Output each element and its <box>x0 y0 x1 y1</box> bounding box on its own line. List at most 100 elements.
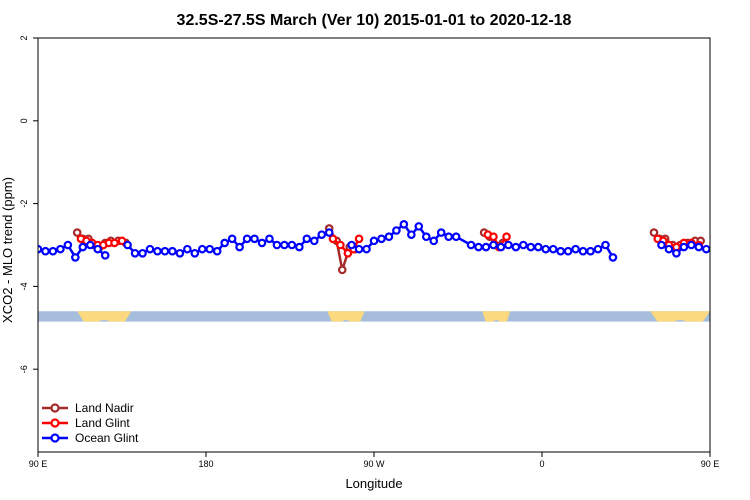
data-point <box>175 248 185 258</box>
data-point <box>302 234 312 244</box>
data-point <box>93 244 103 254</box>
data-point <box>168 246 177 256</box>
data-point <box>502 232 511 242</box>
legend-item: Ocean Glint <box>42 431 139 445</box>
data-point <box>679 242 689 252</box>
data-point <box>336 240 345 250</box>
data-point <box>56 244 65 254</box>
data-point <box>672 248 681 258</box>
data-point <box>362 244 371 254</box>
data-point <box>309 236 319 246</box>
data-point <box>153 246 162 256</box>
data-point <box>414 222 424 231</box>
data-point <box>563 246 573 256</box>
legend-marker <box>50 418 60 428</box>
data-point <box>608 253 618 262</box>
data-point <box>227 234 237 244</box>
data-point <box>337 265 347 275</box>
data-point <box>205 244 215 254</box>
data-point <box>343 248 353 258</box>
data-point <box>138 248 147 258</box>
data-point <box>369 236 379 246</box>
data-point <box>183 244 192 254</box>
legend-label: Ocean Glint <box>75 431 139 445</box>
data-point <box>489 240 498 250</box>
data-point <box>272 240 282 250</box>
data-point <box>664 244 674 254</box>
data-point <box>295 242 304 252</box>
legend-marker <box>50 403 60 413</box>
data-point <box>242 234 252 244</box>
data-point <box>235 242 244 252</box>
data-point <box>519 240 528 250</box>
data-point <box>586 246 595 256</box>
data-point <box>324 228 334 237</box>
land-segment-4 <box>650 311 710 322</box>
legend-marker <box>50 433 60 443</box>
data-point <box>63 240 73 250</box>
data-point <box>197 244 207 254</box>
data-point <box>496 242 506 252</box>
data-point <box>421 232 431 242</box>
data-point <box>556 246 565 256</box>
data-point <box>526 242 536 252</box>
data-point <box>489 232 498 242</box>
land-segment-3 <box>482 311 511 322</box>
data-point <box>85 240 95 250</box>
data-point <box>694 242 704 252</box>
data-point <box>190 248 200 258</box>
data-point <box>649 228 659 237</box>
data-point <box>160 246 170 256</box>
data-point <box>429 236 439 246</box>
data-point <box>48 246 58 256</box>
x-tick-label: 90 E <box>29 459 48 469</box>
data-point <box>354 234 364 244</box>
y-tick-label: -4 <box>19 282 29 290</box>
data-point <box>287 240 297 250</box>
land-segment-2 <box>327 311 365 322</box>
data-point <box>377 234 386 244</box>
y-tick-label: -2 <box>19 200 29 208</box>
land-ocean-band <box>38 311 710 322</box>
x-tick-label: 90 E <box>701 459 720 469</box>
chart-title: 32.5S-27.5S March (Ver 10) 2015-01-01 to… <box>177 12 572 29</box>
data-point <box>474 242 483 252</box>
data-point <box>593 244 603 254</box>
data-point <box>657 240 666 250</box>
data-point <box>571 244 580 254</box>
data-point <box>328 234 338 244</box>
legend-label: Land Glint <box>75 416 130 430</box>
land-segment-1 <box>77 311 132 322</box>
data-point <box>220 238 229 248</box>
data-point <box>265 234 274 244</box>
x-tick-label: 180 <box>198 459 213 469</box>
data-point <box>257 238 267 248</box>
data-point <box>444 232 453 242</box>
series-layer <box>38 220 710 275</box>
data-point <box>399 220 409 229</box>
data-point <box>709 247 710 252</box>
data-point <box>384 232 394 242</box>
data-point <box>511 242 521 252</box>
data-point <box>436 228 446 237</box>
data-point <box>100 251 110 260</box>
y-axis-label: XCO2 - MLO trend (ppm) <box>0 177 15 323</box>
data-point <box>123 240 132 250</box>
data-point <box>533 242 543 252</box>
data-point <box>317 230 327 239</box>
data-point <box>466 240 476 250</box>
data-point <box>117 236 127 246</box>
data-point <box>347 240 356 250</box>
data-point <box>38 244 43 254</box>
legend-label: Land Nadir <box>75 401 134 415</box>
data-point <box>541 244 551 254</box>
data-point <box>41 246 50 256</box>
data-point <box>578 246 588 256</box>
data-point <box>548 244 558 254</box>
data-point <box>145 244 155 254</box>
series-ocean-glint <box>38 220 710 262</box>
data-point <box>78 242 88 252</box>
legend-item: Land Glint <box>42 416 130 430</box>
